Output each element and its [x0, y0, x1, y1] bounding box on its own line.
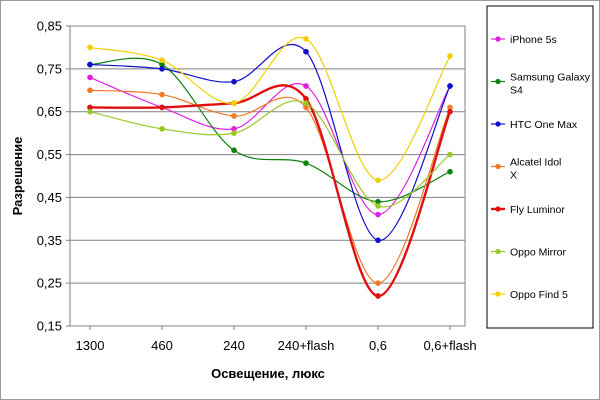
y-axis-title: Разрешение	[10, 137, 25, 216]
legend-label: Oppo Find 5	[510, 289, 568, 301]
series-7-point	[231, 100, 237, 106]
series-7-point	[159, 57, 165, 64]
x-axis-title: Освещение, люкс	[211, 366, 325, 381]
series-markers	[87, 36, 453, 299]
y-tick-label: 0,75	[37, 61, 62, 76]
legend-marker	[495, 78, 501, 85]
series-3-point	[303, 48, 309, 55]
legend-marker	[495, 121, 501, 127]
y-tick-label: 0,85	[37, 19, 62, 34]
series-1-point	[375, 211, 381, 218]
legend-marker	[495, 248, 501, 255]
series-4-point	[87, 87, 93, 94]
legend-item: Samsung Galaxy S4	[491, 72, 591, 97]
series-1-point	[303, 83, 309, 89]
x-tick-label: 0,6+flash	[423, 338, 476, 353]
series-3-point	[447, 83, 453, 89]
series-6-point	[447, 151, 453, 158]
series-7-point	[303, 36, 309, 42]
series-7-point	[447, 53, 453, 59]
legend-marker	[495, 163, 501, 170]
legend-item: Oppo Find 5	[491, 289, 568, 301]
series-6-point	[159, 126, 165, 132]
series-3-point	[375, 237, 381, 244]
legend-item: Oppo Mirror	[491, 247, 567, 259]
y-tick-label: 0,35	[37, 233, 62, 248]
legend-marker	[495, 291, 501, 297]
legend-item: Alcatel Idol X	[491, 157, 561, 182]
series-2-point	[447, 168, 453, 175]
x-tick-label: 240+flash	[278, 338, 335, 353]
series-5-point	[447, 108, 453, 115]
x-tick-label: 0,6	[369, 338, 387, 353]
legend-label: HTC One Max	[510, 119, 578, 131]
series-4-point	[375, 280, 381, 286]
y-tick-label: 0,25	[37, 276, 62, 291]
series-7-point	[87, 44, 93, 51]
legend-label: Samsung Galaxy S4	[510, 72, 591, 97]
series-4-point	[159, 91, 165, 98]
legend-label: Oppo Mirror	[510, 247, 567, 259]
series-6-point	[231, 130, 237, 136]
legend-item: Fly Luminor	[491, 204, 565, 216]
series-3-point	[159, 66, 165, 72]
legend-label: Alcatel Idol X	[510, 157, 561, 182]
x-axis-ticks: 1300 460 240 240+flash 0,6 0,6+flash	[76, 326, 477, 353]
series-7-point	[375, 177, 381, 184]
series-6-point	[375, 203, 381, 209]
series-6-point	[87, 108, 93, 115]
plot-area	[69, 25, 466, 327]
legend-item: HTC One Max	[491, 119, 578, 131]
legend-marker	[495, 206, 501, 212]
y-tick-label: 0,45	[37, 190, 62, 205]
legend-label: Fly Luminor	[510, 204, 565, 216]
series-3-point	[87, 61, 93, 68]
legend-box	[486, 5, 594, 329]
series-5-point	[159, 104, 165, 111]
legend-label: iPhone 5s	[510, 34, 557, 46]
x-tick-label: 240	[223, 338, 245, 353]
series-2-point	[231, 147, 237, 154]
y-axis-ticks: 0,15 0,25 0,35 0,45 0,55 0,65 0,75 0,85	[37, 19, 70, 334]
series-2-point	[303, 160, 309, 166]
series-6-point	[303, 100, 309, 106]
x-tick-label: 1300	[76, 338, 105, 353]
y-tick-label: 0,65	[37, 104, 62, 119]
legend: iPhone 5s Samsung Galaxy S4 HTC One Max Alca…	[491, 34, 591, 301]
y-tick-label: 0,55	[37, 147, 62, 162]
legend-item: iPhone 5s	[491, 34, 557, 46]
series-3-point	[231, 78, 237, 85]
series-1-point	[87, 74, 93, 81]
series-5-point	[375, 293, 381, 299]
series-4-point	[231, 113, 237, 119]
legend-marker	[495, 36, 501, 42]
y-tick-label: 0,15	[37, 319, 62, 334]
x-tick-label: 460	[151, 338, 173, 353]
